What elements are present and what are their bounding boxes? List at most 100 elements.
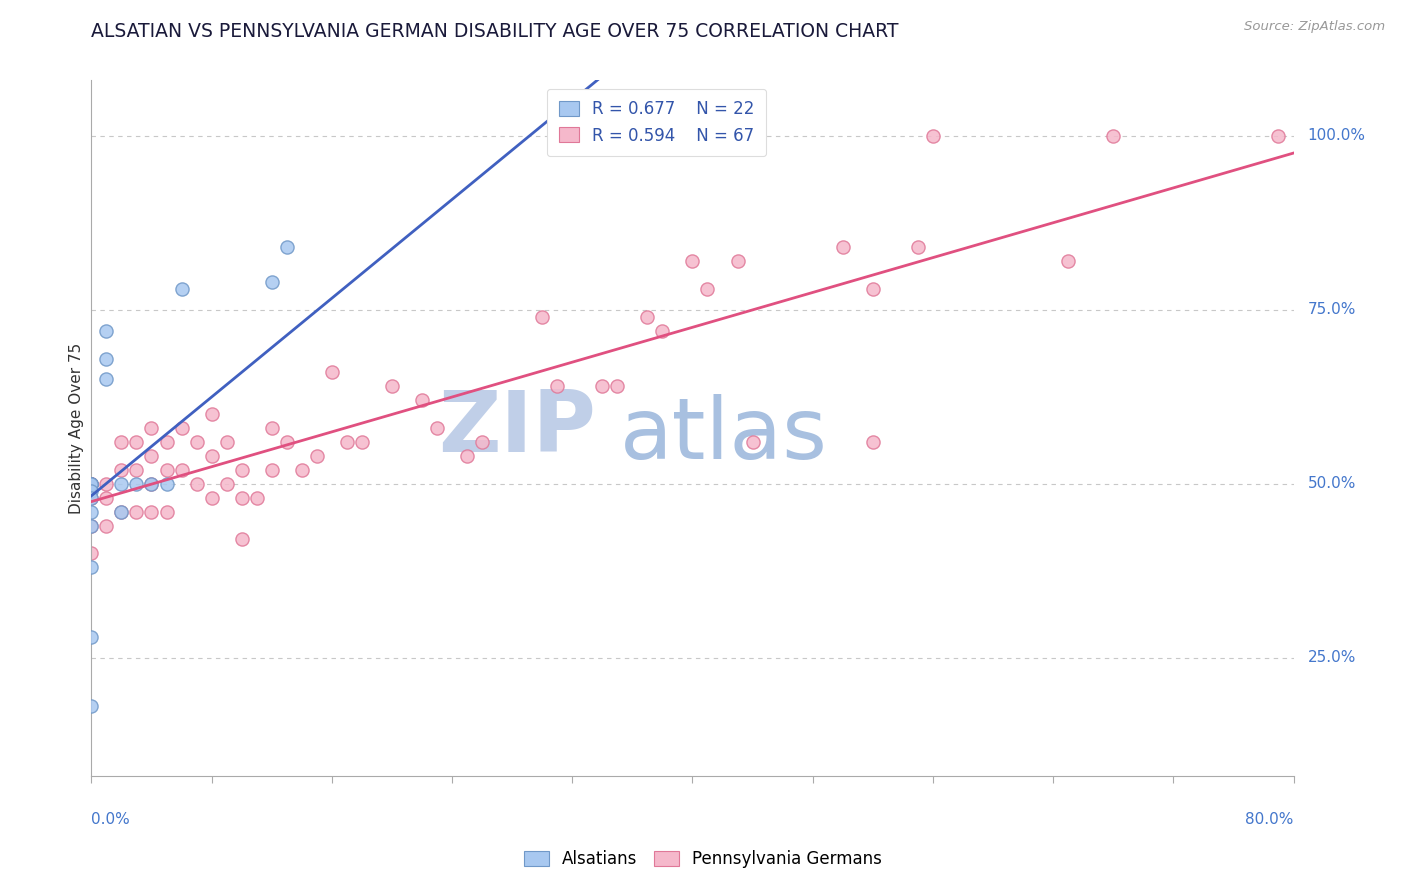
Point — [96, 518, 118, 533]
Point — [80, 699, 103, 714]
Point — [260, 463, 283, 477]
Text: 80.0%: 80.0% — [1246, 812, 1294, 827]
Text: 100.0%: 100.0% — [1308, 128, 1365, 144]
Point — [862, 435, 884, 450]
Point — [471, 435, 494, 450]
Point — [125, 476, 148, 491]
Point — [696, 282, 718, 296]
Text: ZIP: ZIP — [439, 386, 596, 470]
Point — [141, 476, 163, 491]
Point — [1267, 128, 1289, 143]
Point — [426, 421, 449, 435]
Point — [110, 505, 132, 519]
Point — [591, 379, 613, 393]
Point — [276, 240, 298, 254]
Point — [411, 393, 433, 408]
Point — [80, 505, 103, 519]
Point — [186, 476, 208, 491]
Point — [276, 435, 298, 450]
Point — [80, 476, 103, 491]
Point — [260, 421, 283, 435]
Point — [260, 275, 283, 289]
Point — [201, 407, 224, 421]
Point — [336, 435, 359, 450]
Point — [606, 379, 628, 393]
Point — [170, 282, 193, 296]
Point — [141, 421, 163, 435]
Point — [350, 435, 373, 450]
Text: 75.0%: 75.0% — [1308, 302, 1355, 318]
Point — [291, 463, 314, 477]
Text: 50.0%: 50.0% — [1308, 476, 1355, 491]
Text: Source: ZipAtlas.com: Source: ZipAtlas.com — [1244, 20, 1385, 33]
Point — [110, 463, 132, 477]
Point — [96, 372, 118, 386]
Point — [231, 463, 253, 477]
Point — [170, 421, 193, 435]
Point — [170, 463, 193, 477]
Point — [80, 518, 103, 533]
Text: atlas: atlas — [620, 393, 828, 476]
Point — [1057, 254, 1080, 268]
Point — [546, 379, 568, 393]
Point — [125, 505, 148, 519]
Point — [80, 560, 103, 574]
Point — [96, 324, 118, 338]
Point — [201, 491, 224, 505]
Point — [80, 491, 103, 505]
Point — [141, 449, 163, 463]
Point — [80, 630, 103, 644]
Point — [80, 476, 103, 491]
Point — [606, 128, 628, 143]
Point — [141, 505, 163, 519]
Point — [831, 240, 853, 254]
Legend: Alsatians, Pennsylvania Germans: Alsatians, Pennsylvania Germans — [517, 844, 889, 875]
Point — [381, 379, 404, 393]
Point — [215, 476, 238, 491]
Point — [96, 476, 118, 491]
Point — [215, 435, 238, 450]
Point — [80, 476, 103, 491]
Text: 0.0%: 0.0% — [91, 812, 131, 827]
Point — [907, 240, 929, 254]
Point — [96, 491, 118, 505]
Point — [80, 546, 103, 560]
Point — [80, 491, 103, 505]
Point — [636, 310, 658, 324]
Point — [681, 254, 703, 268]
Text: ALSATIAN VS PENNSYLVANIA GERMAN DISABILITY AGE OVER 75 CORRELATION CHART: ALSATIAN VS PENNSYLVANIA GERMAN DISABILI… — [91, 22, 898, 41]
Point — [80, 476, 103, 491]
Point — [321, 366, 343, 380]
Point — [186, 435, 208, 450]
Point — [201, 449, 224, 463]
Point — [727, 254, 749, 268]
Point — [456, 449, 478, 463]
Point — [80, 476, 103, 491]
Point — [155, 435, 177, 450]
Point — [110, 476, 132, 491]
Point — [862, 282, 884, 296]
Point — [80, 476, 103, 491]
Point — [155, 463, 177, 477]
Point — [741, 435, 763, 450]
Point — [155, 476, 177, 491]
Point — [922, 128, 945, 143]
Y-axis label: Disability Age Over 75: Disability Age Over 75 — [69, 343, 84, 514]
Point — [125, 435, 148, 450]
Point — [231, 533, 253, 547]
Point — [531, 310, 554, 324]
Point — [231, 491, 253, 505]
Point — [110, 435, 132, 450]
Point — [80, 476, 103, 491]
Legend: R = 0.677    N = 22, R = 0.594    N = 67: R = 0.677 N = 22, R = 0.594 N = 67 — [547, 88, 766, 156]
Point — [651, 324, 673, 338]
Point — [96, 351, 118, 366]
Point — [80, 483, 103, 498]
Point — [246, 491, 269, 505]
Point — [305, 449, 328, 463]
Point — [80, 518, 103, 533]
Point — [141, 476, 163, 491]
Point — [110, 505, 132, 519]
Point — [125, 463, 148, 477]
Point — [1102, 128, 1125, 143]
